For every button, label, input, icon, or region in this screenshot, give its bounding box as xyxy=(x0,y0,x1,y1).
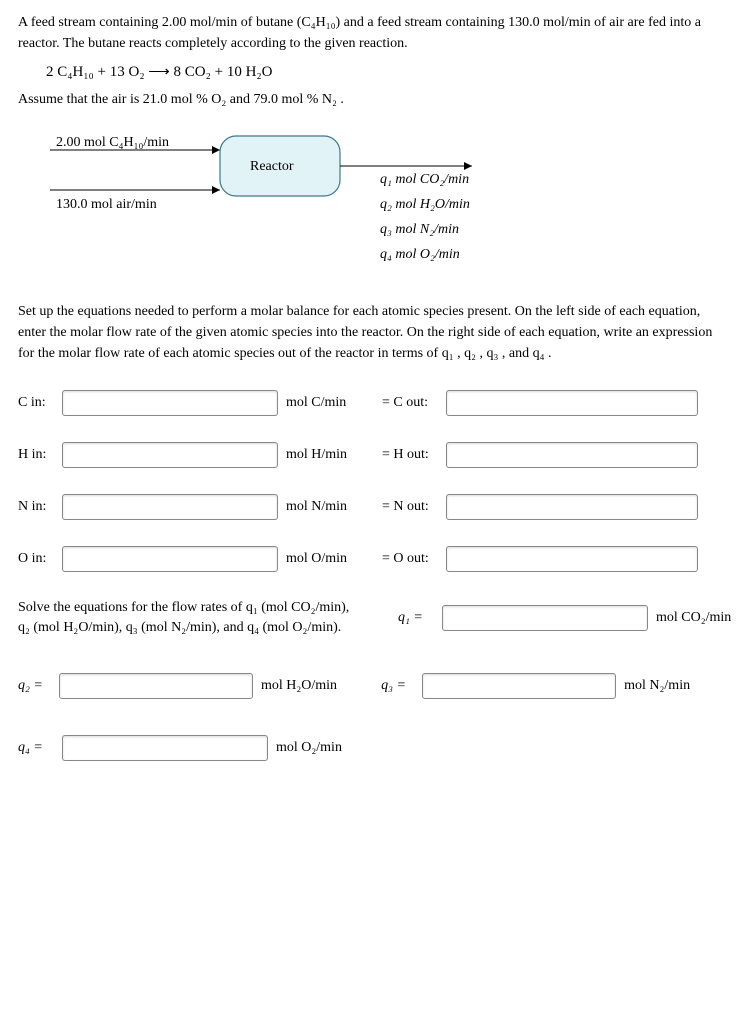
balance-n-row: N in: mol N/min = N out: xyxy=(18,494,718,520)
balance-c-row: C in: mol C/min = C out: xyxy=(18,390,718,416)
q4-label: q₄ = xyxy=(18,740,62,756)
q4-unit: mol O₂/min xyxy=(276,740,376,756)
solve-q2-row: q₂ = mol H₂O/min q₃ = mol N₂/min xyxy=(18,673,718,699)
out4-text: q₄ mol O₂/min xyxy=(380,247,460,262)
q2-unit: mol H₂O/min xyxy=(261,678,355,694)
problem-p1: A feed stream containing 2.00 mol/min of… xyxy=(18,12,718,54)
out2-text: q₂ mol H₂O/min xyxy=(380,197,470,212)
q2-input[interactable] xyxy=(59,673,253,699)
q4-input[interactable] xyxy=(62,735,268,761)
c-out-input[interactable] xyxy=(446,390,698,416)
solve-instructions: Solve the equations for the flow rates o… xyxy=(18,598,718,637)
h-in-label: H in: xyxy=(18,447,62,463)
n-in-input[interactable] xyxy=(62,494,278,520)
q1-unit: mol CO₂/min xyxy=(656,608,736,628)
h-out-input[interactable] xyxy=(446,442,698,468)
problem-p2: Assume that the air is 21.0 mol % O₂ and… xyxy=(18,89,718,110)
solve-text1: Solve the equations for the flow rates o… xyxy=(18,598,398,618)
problem-p3: Set up the equations needed to perform a… xyxy=(18,301,718,364)
q3-unit: mol N₂/min xyxy=(624,678,718,694)
q2-label: q₂ = xyxy=(18,678,59,694)
c-in-label: C in: xyxy=(18,395,62,411)
q3-label: q₃ = xyxy=(381,678,422,694)
h-in-input[interactable] xyxy=(62,442,278,468)
q1-label: q₁ = xyxy=(398,608,442,628)
c-out-label: = C out: xyxy=(382,395,446,411)
diagram-svg: 2.00 mol C₄H₁₀/min 130.0 mol air/min Rea… xyxy=(42,128,542,278)
solve-text2: q₂ (mol H₂O/min), q₃ (mol N₂/min), and q… xyxy=(18,618,398,638)
q3-input[interactable] xyxy=(422,673,616,699)
q1-input[interactable] xyxy=(442,605,648,631)
n-out-label: = N out: xyxy=(382,499,446,515)
solve-q4-row: q₄ = mol O₂/min xyxy=(18,735,718,761)
o-out-input[interactable] xyxy=(446,546,698,572)
feed1-text: 2.00 mol C₄H₁₀/min xyxy=(56,135,169,150)
c-in-unit: mol C/min xyxy=(286,395,382,411)
balance-o-row: O in: mol O/min = O out: xyxy=(18,546,718,572)
c-in-input[interactable] xyxy=(62,390,278,416)
out1-text: q₁ mol CO₂/min xyxy=(380,172,469,187)
reactor-diagram: 2.00 mol C₄H₁₀/min 130.0 mol air/min Rea… xyxy=(42,128,718,283)
out3-text: q₃ mol N₂/min xyxy=(380,222,459,237)
balance-h-row: H in: mol H/min = H out: xyxy=(18,442,718,468)
reactor-label: Reactor xyxy=(250,159,294,174)
o-in-unit: mol O/min xyxy=(286,551,382,567)
n-in-unit: mol N/min xyxy=(286,499,382,515)
h-out-label: = H out: xyxy=(382,447,446,463)
h-in-unit: mol H/min xyxy=(286,447,382,463)
o-in-input[interactable] xyxy=(62,546,278,572)
o-out-label: = O out: xyxy=(382,551,446,567)
feed2-text: 130.0 mol air/min xyxy=(56,197,157,212)
n-out-input[interactable] xyxy=(446,494,698,520)
reaction-equation: 2 C₄H₁₀ + 13 O₂ ⟶ 8 CO₂ + 10 H₂O xyxy=(46,62,718,81)
n-in-label: N in: xyxy=(18,499,62,515)
o-in-label: O in: xyxy=(18,551,62,567)
